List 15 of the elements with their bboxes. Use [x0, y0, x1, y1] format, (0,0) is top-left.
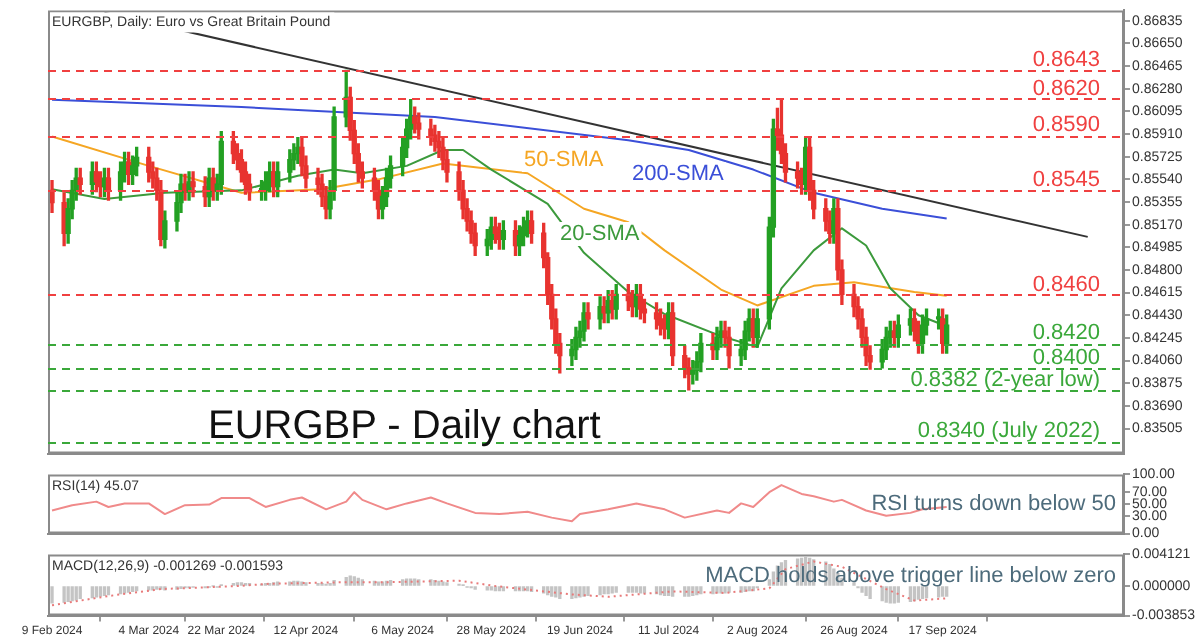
ref-line-label: 0.8420: [1032, 321, 1100, 346]
annotation: MACD holds above trigger line below zero: [705, 564, 1116, 589]
annotation: RSI turns down below 50: [871, 492, 1116, 517]
ref-line-label: 0.8643: [1032, 48, 1100, 73]
ref-line-label: 0.8545: [1032, 168, 1100, 193]
ref-line-label: 0.8590: [1032, 113, 1100, 138]
ref-line-label: 0.8382 (2-year low): [910, 368, 1100, 392]
series-label: 50-SMA: [524, 148, 605, 173]
series-label: 200-SMA: [632, 162, 726, 187]
text: EURGBP - Daily chart: [208, 403, 602, 448]
ref-line-label: 0.8400: [1032, 345, 1100, 370]
series-label: 20-SMA: [560, 222, 641, 247]
ref-line-label: 0.8620: [1032, 76, 1100, 101]
ref-line-label: 0.8340 (July 2022): [917, 419, 1100, 444]
ref-line-label: 0.8460: [1032, 272, 1100, 297]
